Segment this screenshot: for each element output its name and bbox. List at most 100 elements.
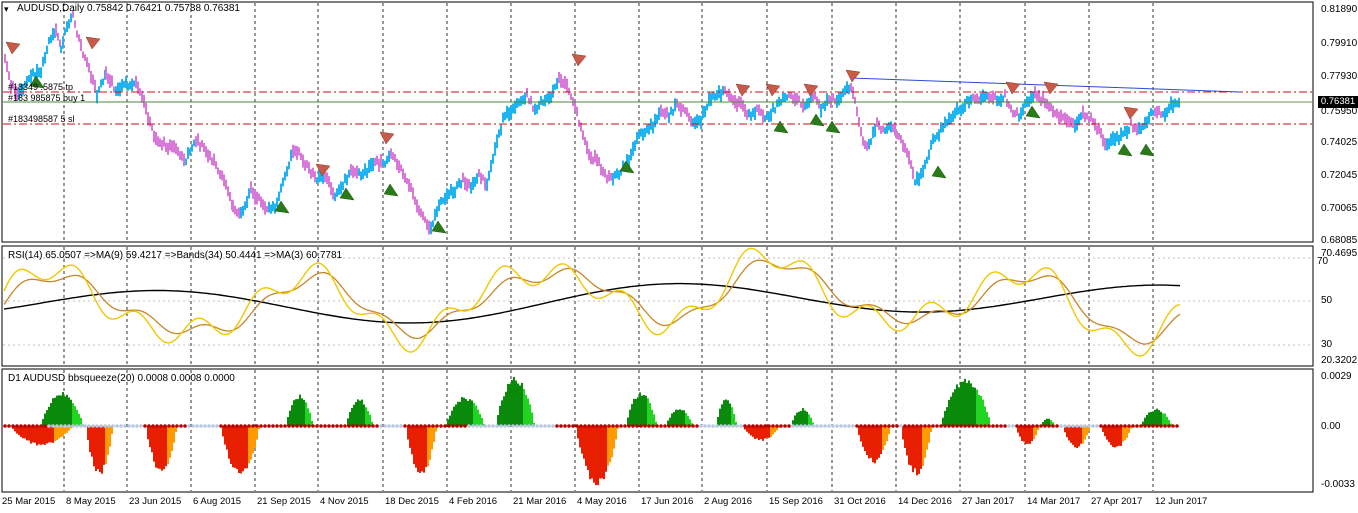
- squeeze-bar: [16, 426, 18, 434]
- squeeze-dot: [991, 424, 995, 428]
- squeeze-bar: [95, 426, 97, 472]
- squeeze-bar: [161, 426, 163, 471]
- squeeze-dot: [463, 424, 467, 428]
- price-bar: [207, 149, 209, 163]
- squeeze-dot: [179, 424, 183, 428]
- squeeze-bar: [238, 426, 240, 474]
- squeeze-dot: [295, 424, 299, 428]
- price-bar: [1094, 118, 1096, 131]
- price-bar: [664, 108, 666, 120]
- squeeze-dot: [83, 424, 87, 428]
- price-bar: [986, 91, 988, 100]
- price-bar: [121, 79, 123, 92]
- price-bar: [584, 136, 586, 146]
- squeeze-dot: [459, 424, 463, 428]
- price-bar: [342, 181, 344, 191]
- price-bar: [199, 142, 201, 152]
- price-bar: [574, 100, 576, 112]
- price-bar: [920, 168, 922, 179]
- price-bar: [1098, 122, 1100, 134]
- squeeze-bar: [579, 426, 581, 448]
- squeeze-dot: [815, 424, 819, 428]
- time-axis-tick: 17 Jun 2016: [641, 496, 694, 507]
- price-bar: [1046, 98, 1048, 110]
- squeeze-bar: [725, 399, 727, 426]
- squeeze-dot: [391, 424, 395, 428]
- price-bar: [240, 206, 242, 219]
- squeeze-bar: [32, 426, 34, 443]
- squeeze-dot: [1091, 424, 1095, 428]
- price-bar: [654, 113, 656, 128]
- squeeze-bar: [289, 410, 291, 426]
- squeeze-bar: [679, 409, 681, 426]
- squeeze-bar: [46, 426, 48, 444]
- sell-arrow-icon: [1043, 81, 1059, 95]
- price-bar: [470, 182, 472, 194]
- squeeze-dot: [919, 424, 923, 428]
- squeeze-dot: [615, 424, 619, 428]
- squeeze-dot: [803, 424, 807, 428]
- squeeze-bar: [637, 397, 639, 426]
- squeeze-bar: [748, 426, 750, 434]
- trendline[interactable]: [849, 77, 1241, 93]
- squeeze-dot: [51, 424, 55, 428]
- squeeze-dot: [983, 424, 987, 428]
- price-bar: [123, 80, 125, 88]
- price-bar: [286, 166, 288, 177]
- price-bar: [858, 116, 860, 127]
- squeeze-dot: [123, 424, 127, 428]
- squeeze-bar: [878, 426, 880, 458]
- price-bar: [1114, 133, 1116, 147]
- chart-menu-icon[interactable]: ▾: [4, 4, 9, 14]
- squeeze-dot: [1107, 424, 1111, 428]
- squeeze-dot: [967, 424, 971, 428]
- symbol-label: AUDUSD,Daily 0.75842 0.76421 0.75788 0.7…: [17, 3, 240, 15]
- price-bar: [1166, 107, 1168, 118]
- squeeze-bar: [874, 426, 876, 464]
- squeeze-bar: [958, 387, 960, 426]
- squeeze-dot: [647, 424, 651, 428]
- squeeze-dot: [627, 424, 631, 428]
- price-bar: [195, 136, 197, 148]
- price-bar: [810, 92, 812, 104]
- price-bar: [710, 93, 712, 106]
- squeeze-dot: [467, 424, 471, 428]
- price-bar: [30, 69, 32, 84]
- price-bar: [32, 68, 34, 77]
- price-bar: [864, 140, 866, 149]
- price-bar: [356, 165, 358, 179]
- price-bar: [904, 143, 906, 153]
- price-bar: [42, 56, 44, 67]
- price-bar: [394, 153, 396, 162]
- price-bar: [696, 114, 698, 129]
- squeeze-bar: [882, 426, 884, 450]
- price-bar: [600, 163, 602, 176]
- price-bar: [382, 159, 384, 167]
- sell-arrow-icon: [845, 69, 861, 83]
- price-bar: [1084, 112, 1086, 122]
- squeeze-bar: [291, 405, 293, 426]
- price-bar: [628, 154, 630, 168]
- price-bar: [474, 176, 476, 187]
- squeeze-bar: [307, 408, 309, 426]
- price-bar: [508, 107, 510, 122]
- squeeze-bar: [988, 417, 990, 426]
- squeeze-bar: [798, 411, 800, 426]
- squeeze-bar: [52, 426, 54, 443]
- squeeze-bar: [297, 398, 299, 426]
- price-bar: [1030, 90, 1032, 104]
- price-bar: [1120, 127, 1122, 142]
- sell-arrow-icon: [765, 83, 781, 97]
- price-bar: [918, 172, 920, 187]
- squeeze-dot: [1147, 424, 1151, 428]
- price-bar: [658, 107, 660, 121]
- squeeze-bar: [884, 426, 886, 446]
- squeeze-bar: [727, 400, 729, 426]
- price-bar: [1158, 105, 1160, 116]
- squeeze-bar: [1066, 426, 1068, 438]
- squeeze-dot: [339, 424, 343, 428]
- price-bar: [686, 107, 688, 117]
- price-bar: [1006, 98, 1008, 107]
- squeeze-bar: [58, 426, 60, 439]
